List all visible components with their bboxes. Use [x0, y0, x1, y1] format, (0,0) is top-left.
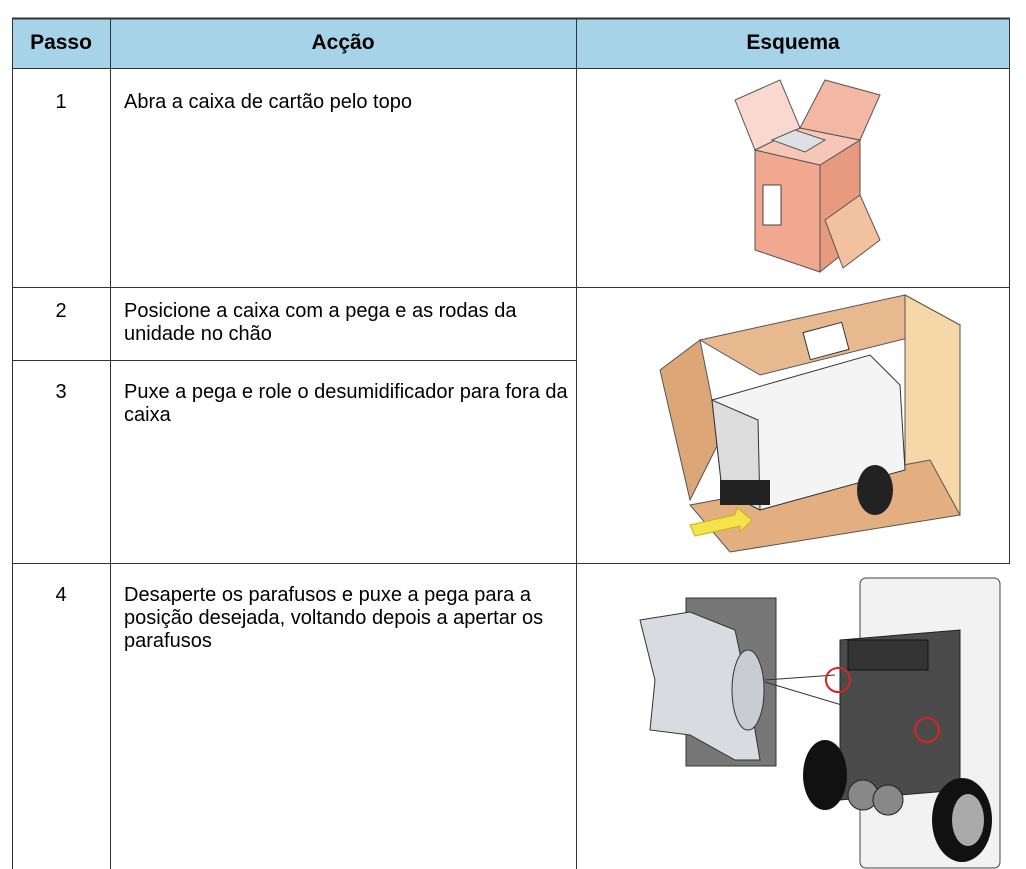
box-illustration [734, 79, 881, 274]
header-cell: Passo [12, 18, 110, 68]
knob-detail-illustration [639, 597, 926, 767]
step-number: 2 [55, 300, 67, 322]
step-action: Posicione a caixa com a pega e as rodas … [124, 300, 517, 345]
step-number: 4 [55, 584, 67, 606]
step-action: Desaperte os parafusos e puxe a pega par… [124, 584, 544, 652]
header-cell: Esquema [576, 18, 1010, 68]
unit-back-illustration [803, 577, 1001, 869]
step-number: 3 [55, 381, 67, 403]
header-cell: Acção [110, 18, 576, 68]
step-number: 1 [55, 91, 67, 113]
step-action: Puxe a pega e role o desumidificador par… [124, 381, 568, 426]
unit-in-box-illustration [659, 294, 962, 553]
step-action: Abra a caixa de cartão pelo topo [124, 91, 412, 113]
